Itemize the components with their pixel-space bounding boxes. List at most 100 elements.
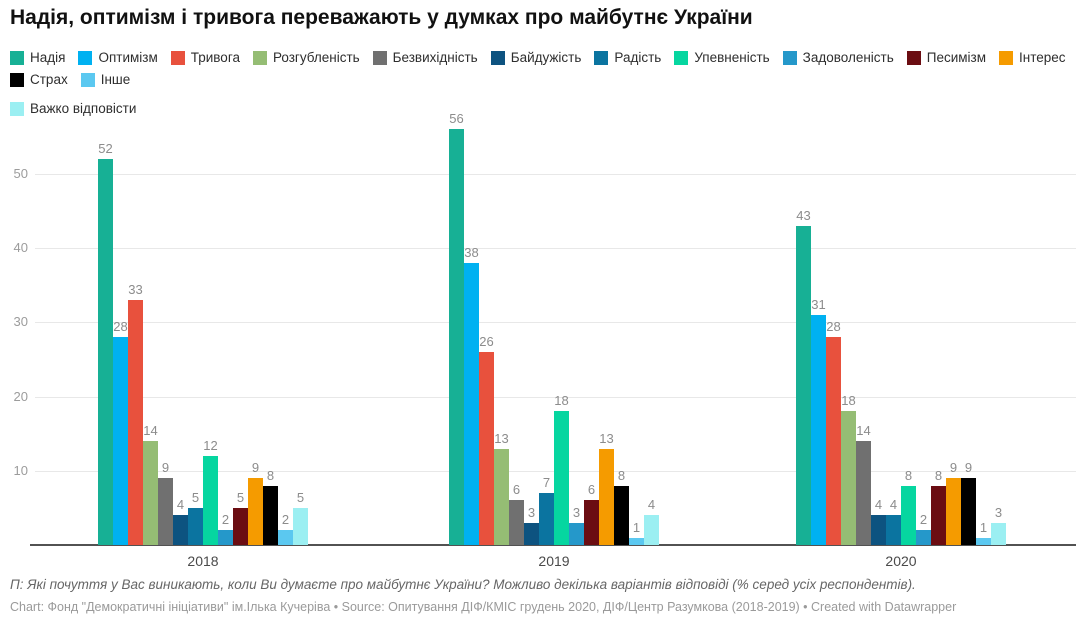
bar-2018-Радість bbox=[188, 507, 203, 545]
bar-value-label: 5 bbox=[236, 489, 245, 505]
legend-swatch-icon bbox=[906, 50, 921, 65]
y-gridline bbox=[35, 174, 1076, 175]
legend-swatch-icon bbox=[252, 50, 267, 65]
bar-2019-Важко відповісти bbox=[644, 515, 659, 545]
bar-value-label: 18 bbox=[841, 393, 856, 409]
bar-2020-Песимізм bbox=[931, 485, 946, 545]
bar-2020-Інше bbox=[976, 537, 991, 545]
x-axis-baseline bbox=[30, 544, 1076, 546]
legend-swatch-icon bbox=[372, 50, 387, 65]
y-gridline bbox=[35, 248, 1076, 250]
y-gridline bbox=[35, 396, 1076, 398]
bar-value-label: 13 bbox=[599, 430, 614, 446]
legend: Надія Оптимізм Тривога Розгубленість Безвихі… bbox=[10, 50, 1072, 116]
bar-2020-Оптимізм bbox=[811, 314, 826, 545]
bar-value-label: 43 bbox=[796, 207, 811, 223]
bar-value-label: 2 bbox=[281, 512, 290, 528]
bar-2018-Байдужість bbox=[173, 515, 188, 545]
legend-label: Надія bbox=[30, 50, 66, 65]
bar-value-label: 8 bbox=[617, 467, 626, 483]
bar-value-label: 2 bbox=[919, 512, 928, 528]
bar-2018-Безвихідність bbox=[158, 478, 173, 545]
legend-label: Песимізм bbox=[926, 50, 987, 65]
bar-value-label: 12 bbox=[203, 437, 218, 453]
legend-item: Задоволеність bbox=[782, 50, 894, 65]
bar-value-label: 13 bbox=[494, 430, 509, 446]
x-axis-category-label: 2019 bbox=[538, 553, 570, 569]
y-axis-tick-label: 10 bbox=[13, 462, 28, 478]
bar-2020-Байдужість bbox=[871, 515, 886, 545]
legend-item: Радість bbox=[594, 50, 661, 65]
bar-2018-Задоволеність bbox=[218, 530, 233, 545]
bar-2018-Страх bbox=[263, 485, 278, 545]
bar-2020-Упевненість bbox=[901, 485, 916, 545]
bar-2019-Інтерес bbox=[599, 448, 614, 545]
bar-2020-Розгубленість bbox=[841, 411, 856, 545]
bar-value-label: 7 bbox=[542, 475, 551, 491]
bar-2019-Задоволеність bbox=[569, 522, 584, 545]
legend-item: Страх bbox=[10, 72, 68, 87]
bar-value-label: 4 bbox=[647, 497, 656, 513]
legend-item: Важко відповісти bbox=[10, 101, 136, 116]
legend-item: Розгубленість bbox=[252, 50, 360, 65]
bar-2018-Інше bbox=[278, 530, 293, 545]
bar-2019-Песимізм bbox=[584, 500, 599, 545]
legend-swatch-icon bbox=[170, 50, 185, 65]
bar-2018-Інтерес bbox=[248, 478, 263, 545]
bar-value-label: 26 bbox=[479, 334, 494, 350]
bar-value-label: 1 bbox=[979, 519, 988, 535]
y-axis-tick-label: 30 bbox=[13, 314, 28, 330]
bar-2020-Радість bbox=[886, 515, 901, 545]
bar-2018-Упевненість bbox=[203, 455, 218, 545]
bar-2019-Безвихідність bbox=[509, 500, 524, 545]
bar-value-label: 56 bbox=[449, 111, 464, 127]
bar-value-label: 6 bbox=[512, 482, 521, 498]
footer-question-note: П: Які почуття у Вас виникають, коли Ви … bbox=[10, 577, 916, 592]
bar-2020-Безвихідність bbox=[856, 441, 871, 545]
legend-swatch-icon bbox=[10, 101, 24, 116]
bar-2019-Радість bbox=[539, 493, 554, 545]
legend-item: Тривога bbox=[170, 50, 240, 65]
x-axis-category-label: 2020 bbox=[885, 553, 917, 569]
bar-2018-Оптимізм bbox=[113, 337, 128, 545]
legend-swatch-icon bbox=[594, 50, 609, 65]
bar-2020-Інтерес bbox=[946, 478, 961, 545]
legend-item: Інше bbox=[80, 72, 131, 87]
legend-label: Радість bbox=[614, 50, 662, 65]
bar-value-label: 6 bbox=[587, 482, 596, 498]
bar-2020-Надія bbox=[796, 225, 811, 545]
chart-area: 10 20 30 40 50 52 28 33 14 9 4 5 12 2 5 9 8 2 5 2018 56 38 26 1… bbox=[0, 110, 1080, 575]
bar-2019-Упевненість bbox=[554, 411, 569, 545]
y-axis-tick-label: 50 bbox=[13, 166, 28, 181]
bar-2019-Надія bbox=[449, 129, 464, 545]
legend-item: Байдужість bbox=[490, 50, 581, 65]
bar-2019-Розгубленість bbox=[494, 448, 509, 545]
bar-value-label: 4 bbox=[889, 497, 898, 513]
bar-2019-Тривога bbox=[479, 352, 494, 545]
bar-value-label: 1 bbox=[632, 519, 641, 535]
bar-value-label: 8 bbox=[934, 467, 943, 483]
bar-value-label: 18 bbox=[554, 393, 569, 409]
legend-label: Упевненість bbox=[694, 50, 770, 65]
legend-label: Інше bbox=[100, 72, 131, 87]
bar-2020-Задоволеність bbox=[916, 530, 931, 545]
bar-value-label: 9 bbox=[161, 460, 170, 476]
legend-swatch-icon bbox=[80, 72, 95, 87]
bar-value-label: 5 bbox=[191, 489, 200, 505]
bar-value-label: 14 bbox=[143, 423, 158, 439]
bar-value-label: 3 bbox=[527, 504, 536, 520]
bar-value-label: 28 bbox=[113, 319, 128, 335]
legend-label: Важко відповісти bbox=[30, 101, 137, 116]
bar-value-label: 9 bbox=[949, 460, 958, 476]
bar-2018-Важко відповісти bbox=[293, 507, 308, 545]
bar-value-label: 14 bbox=[856, 423, 871, 439]
bar-value-label: 31 bbox=[811, 296, 826, 312]
legend-swatch-icon bbox=[999, 50, 1014, 65]
legend-label: Страх bbox=[30, 72, 68, 87]
bar-2020-Страх bbox=[961, 478, 976, 545]
y-axis-tick-label: 40 bbox=[13, 240, 28, 256]
legend-label: Задоволеність bbox=[802, 50, 894, 65]
bar-value-label: 3 bbox=[572, 504, 581, 520]
bar-value-label: 2 bbox=[221, 512, 230, 528]
legend-item: Оптимізм bbox=[78, 50, 158, 65]
